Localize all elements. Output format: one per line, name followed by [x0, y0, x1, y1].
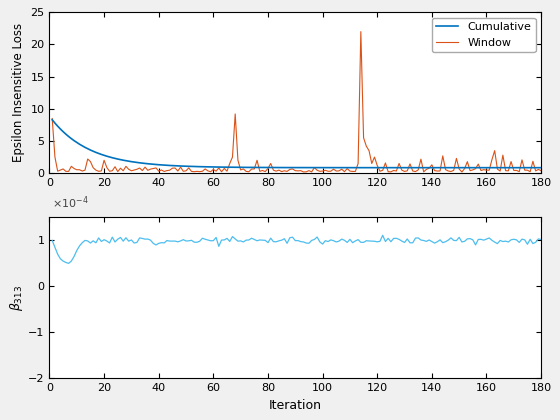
- Text: $\times 10^{-4}$: $\times 10^{-4}$: [52, 194, 88, 211]
- Window: [49, 116, 55, 121]
- Cumulative: [106, 155, 113, 160]
- Cumulative: [49, 117, 55, 122]
- Cumulative: [521, 165, 528, 170]
- Line: Window: Window: [52, 32, 541, 172]
- Window: [527, 169, 534, 174]
- Window: [106, 169, 113, 174]
- Window: [488, 157, 495, 162]
- Window: [57, 168, 64, 173]
- X-axis label: Iteration: Iteration: [269, 399, 322, 412]
- Y-axis label: Epsilon Insensitive Loss: Epsilon Insensitive Loss: [12, 23, 25, 162]
- Line: Cumulative: Cumulative: [52, 120, 541, 168]
- Cumulative: [538, 165, 544, 170]
- Window: [235, 158, 241, 163]
- Window: [150, 166, 157, 171]
- Window: [538, 168, 544, 173]
- Y-axis label: $\beta_{313}$: $\beta_{313}$: [8, 285, 25, 311]
- Window: [357, 29, 364, 34]
- Legend: Cumulative, Window: Cumulative, Window: [432, 18, 535, 52]
- Cumulative: [57, 126, 64, 131]
- Cumulative: [235, 165, 241, 170]
- Window: [459, 169, 465, 174]
- Cumulative: [150, 162, 157, 167]
- Cumulative: [483, 165, 490, 170]
